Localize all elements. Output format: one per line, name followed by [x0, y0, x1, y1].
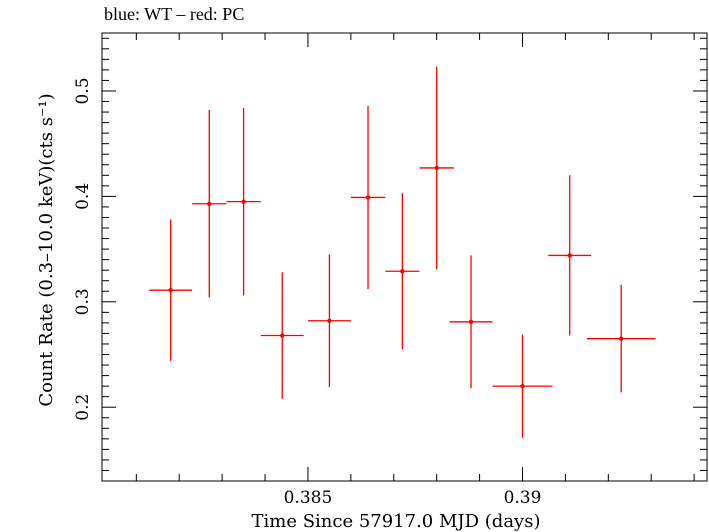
data-point-pc: [385, 193, 420, 350]
data-point-pc: [260, 272, 304, 399]
data-marker: [168, 288, 173, 293]
plot-frame: [101, 32, 708, 482]
data-marker: [207, 201, 212, 206]
data-marker: [520, 383, 525, 389]
data-point-pc: [192, 109, 227, 298]
data-point-pc: [226, 107, 261, 296]
data-point-pc: [548, 175, 592, 336]
y-tick-label: 0.4: [73, 183, 93, 210]
data-point-pc: [419, 66, 454, 270]
data-marker: [618, 336, 624, 341]
data-point-pc: [492, 334, 553, 438]
data-point-pc: [350, 105, 386, 290]
y-tick-label: 0.3: [73, 288, 93, 315]
axis-ticks: [102, 33, 707, 482]
data-marker: [468, 319, 474, 325]
x-tick-label: 0.39: [504, 488, 542, 508]
data-marks: [149, 66, 656, 438]
data-point-pc: [149, 219, 193, 361]
data-marker: [241, 199, 246, 204]
data-point-pc: [307, 254, 351, 388]
data-point-pc: [449, 255, 493, 389]
tick-labels: 0.385 0.39 0.2 0.3 0.4 0.5: [73, 77, 541, 508]
data-marker: [567, 253, 572, 258]
data-marker: [327, 318, 332, 323]
y-tick-label: 0.5: [73, 77, 93, 104]
data-marker: [280, 333, 285, 338]
data-marker: [434, 165, 439, 171]
data-marker: [365, 195, 371, 200]
data-point-pc: [586, 284, 656, 393]
x-axis-label: Time Since 57917.0 MJD (days): [251, 511, 540, 532]
data-marker: [400, 269, 405, 274]
y-tick-label: 0.2: [73, 394, 93, 421]
y-axis-label: Count Rate (0.3–10.0 keV)(cts s⁻¹): [36, 93, 57, 406]
x-tick-label: 0.385: [284, 488, 333, 508]
chart-subtitle: blue: WT – red: PC: [104, 4, 245, 24]
